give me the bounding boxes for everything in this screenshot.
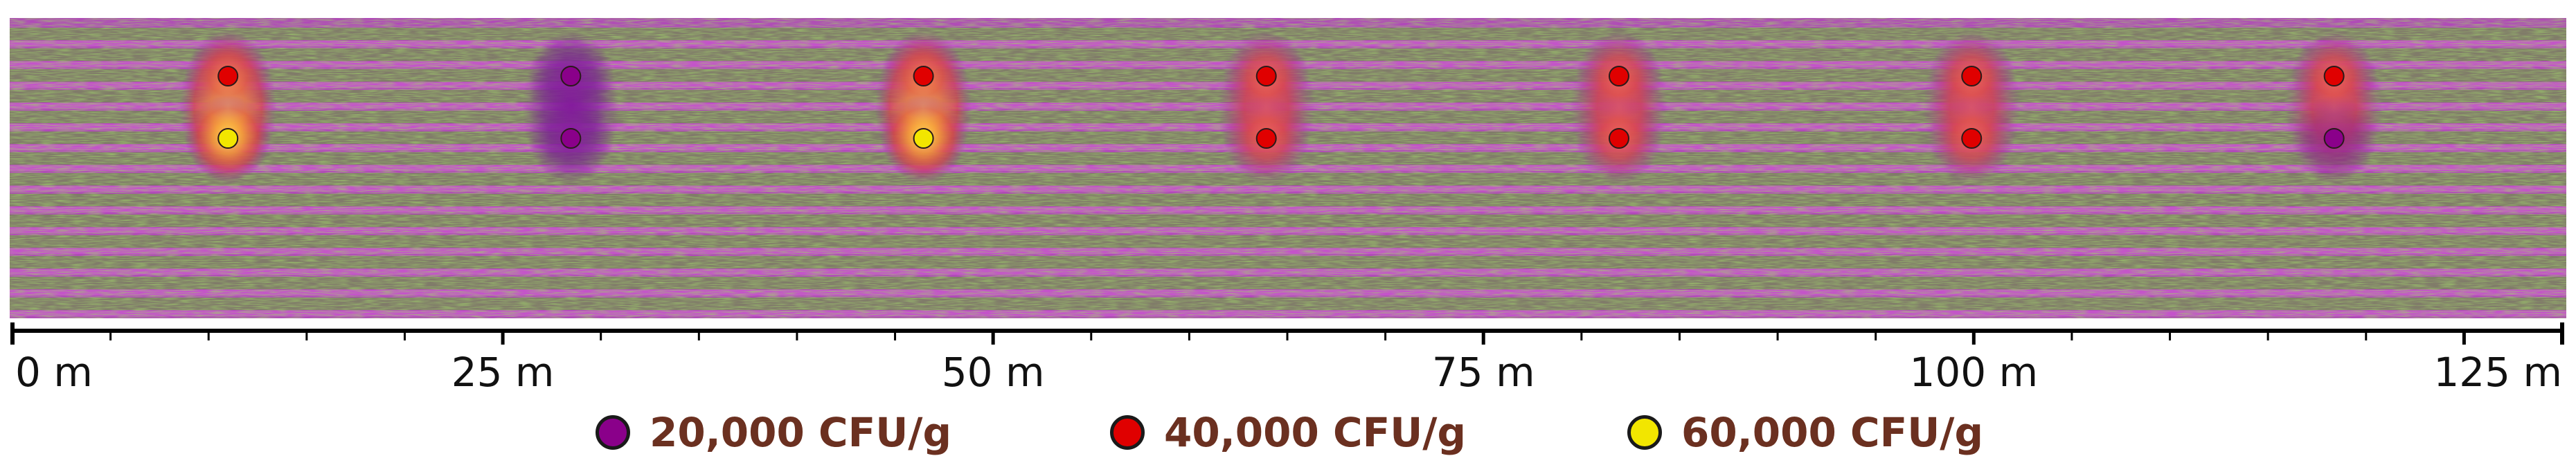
legend-label: 40,000 CFU/g <box>1164 409 1466 456</box>
sample-point <box>560 66 582 86</box>
sample-site <box>1217 30 1315 185</box>
scale-tick-label: 50 m <box>942 349 1045 396</box>
sample-point <box>560 128 582 149</box>
sample-site <box>1570 30 1667 185</box>
sample-point <box>913 66 934 86</box>
legend-item-20000: 20,000 CFU/g <box>596 408 951 457</box>
legend-label: 20,000 CFU/g <box>650 409 951 456</box>
sample-point <box>1255 128 1277 149</box>
sample-point <box>2323 66 2345 86</box>
legend-swatch-purple-icon <box>596 415 630 450</box>
sample-point <box>1608 66 1629 86</box>
orchard-aerial-map <box>10 18 2566 318</box>
sample-point <box>1961 128 1983 149</box>
sample-sites <box>179 30 2383 185</box>
sample-site <box>522 30 620 185</box>
sample-site <box>179 30 277 185</box>
legend-item-40000: 40,000 CFU/g <box>1110 408 1466 457</box>
sample-site <box>875 30 972 185</box>
sample-site <box>2285 30 2383 185</box>
legend-item-60000: 60,000 CFU/g <box>1627 408 1983 457</box>
scale-bar-canvas: 0 m 25 m 50 m 75 m 100 m 125 m <box>10 322 2564 396</box>
scale-tick-label: 125 m <box>2433 349 2562 396</box>
sample-point <box>1255 66 1277 86</box>
sample-point <box>1608 128 1629 149</box>
scale-tick-label: 100 m <box>1909 349 2038 396</box>
sample-point <box>217 66 239 86</box>
sample-site <box>1923 30 2021 185</box>
scale-tick-label: 25 m <box>451 349 555 396</box>
legend-swatch-red-icon <box>1110 415 1145 450</box>
scale-tick-label: 75 m <box>1432 349 1535 396</box>
sample-point <box>217 128 239 149</box>
legend-swatch-yellow-icon <box>1627 415 1662 450</box>
legend: 20,000 CFU/g 40,000 CFU/g 60,000 CFU/g <box>0 400 2576 462</box>
sample-point <box>2323 128 2345 149</box>
legend-label: 60,000 CFU/g <box>1681 409 1983 456</box>
map-canvas <box>10 18 2566 318</box>
sample-point <box>913 128 934 149</box>
distance-scale-bar: 0 m 25 m 50 m 75 m 100 m 125 m <box>0 318 2576 401</box>
sample-point <box>1961 66 1983 86</box>
scale-tick-label: 0 m <box>15 349 93 396</box>
